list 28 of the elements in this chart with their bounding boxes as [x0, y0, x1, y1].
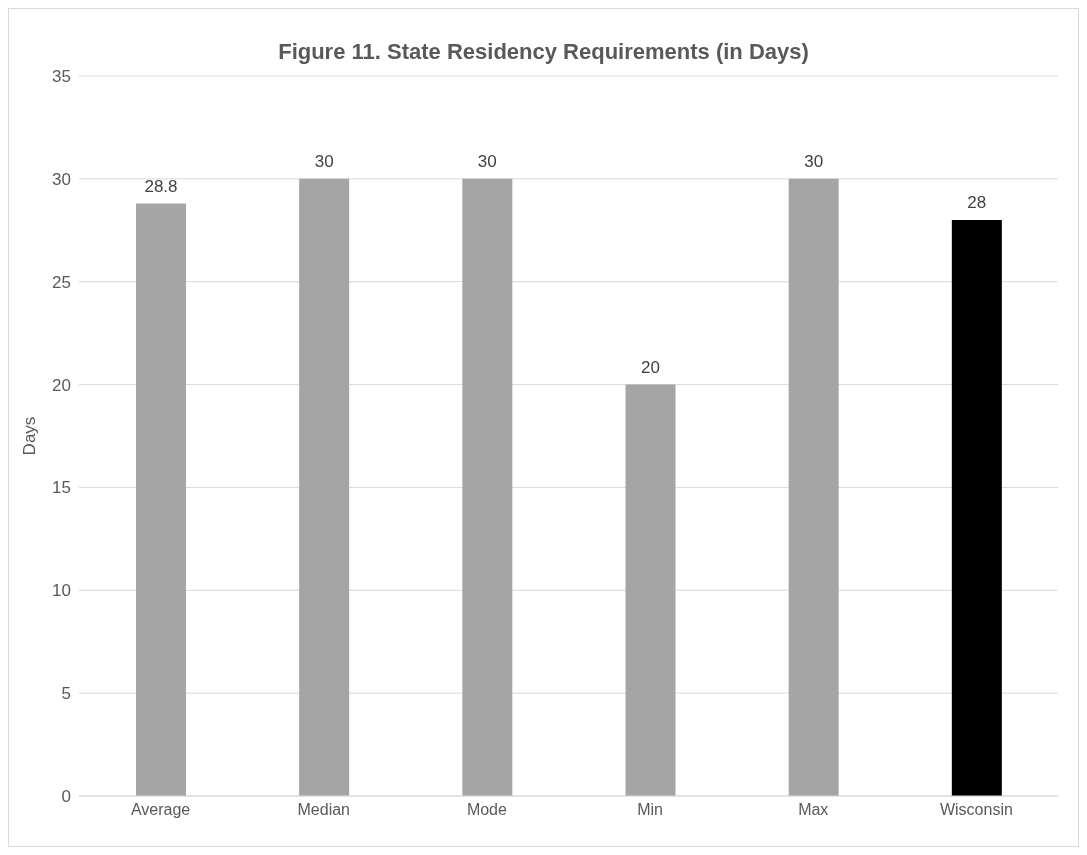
bar	[462, 178, 513, 796]
y-tick-label: 20	[52, 375, 71, 395]
x-tick-label: Wisconsin	[939, 801, 1013, 819]
bar	[788, 178, 839, 796]
data-label: 30	[314, 151, 334, 171]
bar	[299, 178, 350, 796]
data-label: 28	[967, 193, 987, 212]
y-tick-label: 5	[61, 684, 71, 704]
x-tick-label: Average	[130, 801, 191, 819]
data-label: 30	[477, 151, 497, 171]
data-label: 28.8	[144, 176, 178, 196]
data-label: 20	[641, 357, 660, 377]
x-tick-label: Mode	[466, 801, 508, 819]
y-tick-label: 30	[52, 169, 71, 189]
y-tick-label: 15	[52, 478, 71, 498]
y-tick-label: 0	[61, 787, 71, 807]
y-tick-label: 35	[52, 67, 71, 87]
bar	[625, 384, 676, 796]
bar	[951, 220, 1002, 796]
data-label: 30	[804, 151, 824, 171]
y-tick-label: 25	[52, 272, 71, 292]
bar	[136, 203, 186, 796]
chart-title: Figure 11. State Residency Requirements (in Days)	[277, 38, 810, 66]
x-tick-label: Median	[297, 801, 350, 819]
y-tick-label: 10	[52, 581, 71, 601]
x-tick-label: Min	[637, 801, 663, 819]
y-axis-title: Days	[20, 416, 40, 456]
x-tick-label: Max	[798, 801, 829, 819]
